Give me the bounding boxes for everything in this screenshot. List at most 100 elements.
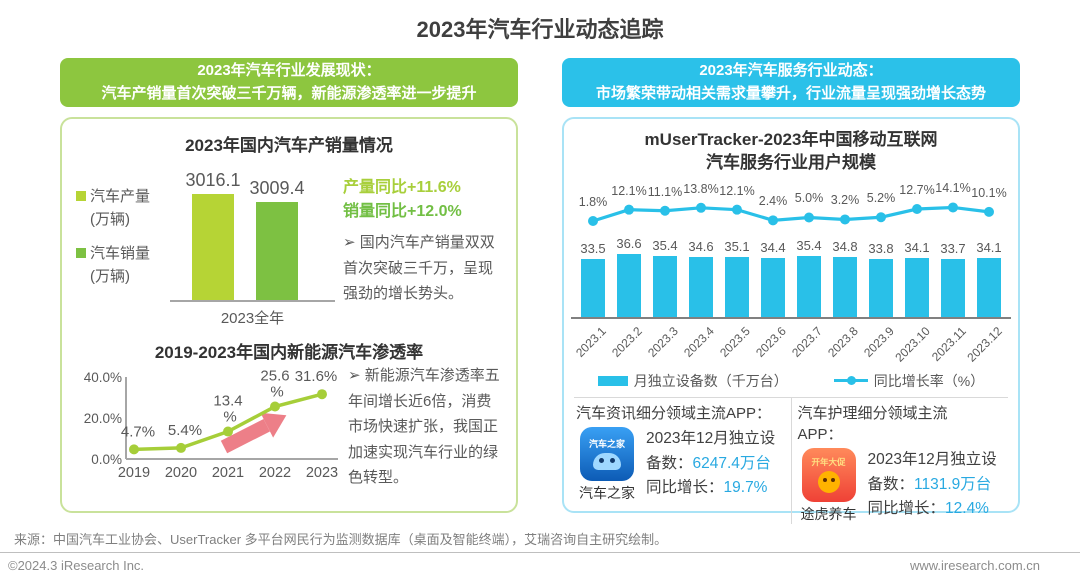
devices-value: 1131.9万台 (914, 475, 992, 493)
user-scale-combo-chart: 33.5 2023.1 36.6 2023.2 35.4 2023.3 34.6 2023.4… (571, 177, 1011, 371)
growth-value: 12.4% (945, 500, 989, 518)
cards-divider (574, 396, 1008, 398)
sales-bar (256, 202, 298, 300)
bar-value-label: 34.1 (976, 240, 1002, 256)
right-header-line1: 2023年汽车服务行业动态： (699, 62, 883, 79)
yoy-value-label: 12.1% (719, 183, 755, 198)
autohome-app-name: 汽车之家 (579, 484, 635, 501)
tiger-face-icon (817, 471, 840, 494)
nev-penetration-chart-title: 2019-2023年国内新能源汽车渗透率 (154, 343, 424, 362)
yoy-dot (948, 202, 958, 213)
car-face-icon (593, 453, 621, 471)
bar-value-label: 33.8 (868, 240, 894, 256)
production-bar-value-label: 3016.1 (185, 170, 241, 190)
bar-value-label: 35.4 (652, 237, 678, 253)
penetration-dot (317, 389, 327, 400)
tuhu-app-name: 途虎养车 (800, 505, 857, 522)
penetration-dot (129, 444, 139, 455)
yoy-dot (768, 215, 778, 226)
yoy-value-label: 2.4% (758, 194, 788, 209)
bar-value-label: 34.4 (760, 239, 786, 255)
y-tick-label: 20.0% (84, 411, 122, 426)
website-text: www.iresearch.com.cn (909, 558, 1040, 573)
penetration-dot (223, 426, 233, 437)
monthly-devices-bar (905, 258, 929, 317)
bar-value-label: 34.6 (688, 239, 714, 255)
sales-yoy-highlight: 销量同比+12.0% (343, 203, 462, 220)
legend-item-production: 汽车产量 (万辆) (76, 186, 170, 231)
penetration-dot (270, 401, 280, 412)
production-sales-chart-title: 2023年国内汽车产销量情况 (185, 136, 393, 155)
monthly-devices-bar (797, 255, 821, 317)
legend-growth-label: 同比增长率（%） (873, 372, 985, 389)
bar-chart-x-label: 2023全年 (220, 310, 285, 327)
tuhu-app-icon: 开年大促 (801, 447, 856, 502)
bar-value-label: 34.8 (832, 239, 858, 255)
two-column-layout: 2023年汽车行业发展现状： 汽车产销量首次突破三千万辆，新能源渗透率进一步提升… (0, 58, 1080, 524)
point-label: 13.4 (213, 393, 242, 410)
production-yoy-highlight: 产量同比+11.6% (343, 179, 461, 196)
left-section-header: 2023年汽车行业发展现状： 汽车产销量首次突破三千万辆，新能源渗透率进一步提升 (60, 58, 518, 107)
monthly-devices-bar (977, 258, 1001, 317)
page-title: 2023年汽车行业动态追踪 (416, 17, 664, 42)
sales-bar-value-label: 3009.4 (249, 178, 305, 199)
point-label: % (223, 409, 236, 426)
combo-x-axis-line (571, 316, 1011, 319)
legend-sales-label: 汽车销量 (90, 245, 151, 262)
yoy-dot (804, 212, 814, 223)
nev-penetration-line-chart: 0.0%20.0%40.0%4.7% 5.4%13.4%25.6%31.6%201… (84, 368, 338, 481)
growth-label: 同比增长： (646, 479, 724, 497)
yoy-value-label: 13.8% (683, 181, 719, 196)
left-section: 2023年汽车行业发展现状： 汽车产销量首次突破三千万辆，新能源渗透率进一步提升… (60, 58, 518, 513)
yoy-value-label: 1.8% (578, 194, 608, 209)
bar-swatch-icon (597, 375, 628, 386)
autohome-icon-text: 汽车之家 (588, 439, 625, 450)
app-cards: 汽车资讯细分领域主流APP： 汽车之家 汽车之家 2023年12月独立设备数： (570, 397, 1012, 524)
bar-value-label: 36.6 (616, 235, 642, 251)
monthly-devices-bar (689, 257, 713, 317)
monthly-devices-bar (581, 259, 605, 317)
right-section: 2023年汽车服务行业动态： 市场繁荣带动相关需求量攀升，行业流量呈现强劲增长态… (562, 58, 1020, 524)
x-tick-label: 2020 (165, 465, 197, 481)
penetration-dot (176, 442, 186, 453)
devices-value: 6247.4万台 (692, 454, 771, 472)
yoy-dot (660, 205, 670, 216)
monthly-devices-bar (761, 257, 785, 317)
right-header-line2: 市场繁荣带动相关需求量攀升，行业流量呈现强劲增长态势 (595, 84, 986, 102)
monthly-devices-bar (869, 258, 893, 317)
devices-label: 2023年12月独立设备数： (867, 450, 997, 493)
chart1-bullet-note: ➢ 国内汽车产销量双双首次突破三千万，呈现强劲的增长势头。 (343, 234, 495, 302)
bar-value-label: 34.1 (904, 240, 930, 256)
production-swatch-icon (76, 191, 86, 201)
y-tick-label: 0.0% (91, 452, 122, 467)
chart2-bullet-note: ➢ 新能源汽车渗透率五年间增长近6倍，消费市场快速扩张，我国正加速实现汽车行业的… (348, 367, 500, 486)
autohome-category-label: 汽车资讯细分领域主流APP： (576, 404, 772, 422)
x-tick-label: 2022 (259, 465, 291, 481)
yoy-value-label: 12.7% (899, 182, 935, 197)
devices-label: 2023年12月独立设备数： (646, 429, 776, 472)
yoy-line-overlay (588, 202, 994, 226)
left-header-line1: 2023年汽车行业发展现状： (197, 62, 381, 79)
chart-title-line2: 汽车服务行业用户规模 (706, 152, 876, 172)
yoy-value-label: 11.1% (647, 184, 683, 199)
tuhu-category-label: 汽车护理细分领域主流APP： (797, 404, 948, 443)
legend-item-sales: 汽车销量 (万辆) (76, 243, 170, 288)
bar-value-label: 35.1 (724, 238, 750, 254)
legend-devices-label: 月独立设备数（千万台） (633, 372, 788, 389)
trend-arrow-icon (220, 412, 287, 454)
chart-title-line1: mUserTracker-2023年中国移动互联网 (644, 130, 938, 149)
yoy-dot (588, 215, 598, 226)
yoy-dot (876, 212, 886, 223)
production-sales-bar-chart: 2023全年 3016.1 3009.4 (170, 160, 335, 332)
copyright-text: ©2024.3 iResearch Inc. (8, 558, 145, 573)
yoy-dot (732, 204, 742, 215)
monthly-devices-bar (833, 257, 857, 317)
yoy-value-label: 3.2% (830, 193, 860, 208)
y-tick-label: 40.0% (84, 370, 122, 385)
production-sales-chart: 汽车产量 (万辆) 汽车销量 (万辆) 2023全年 3016.1 3009.4 (76, 160, 502, 332)
chart1-legend: 汽车产量 (万辆) 汽车销量 (万辆) (76, 160, 170, 332)
monthly-devices-bar (653, 255, 677, 317)
left-panel: 2023年国内汽车产销量情况 汽车产量 (万辆) 汽车销量 (万辆) (60, 117, 518, 513)
nev-penetration-chart: 0.0% 20.0% 40.0% 4.7% 5.4% 13.4% 25.6% 31.6% 201… (76, 367, 502, 506)
